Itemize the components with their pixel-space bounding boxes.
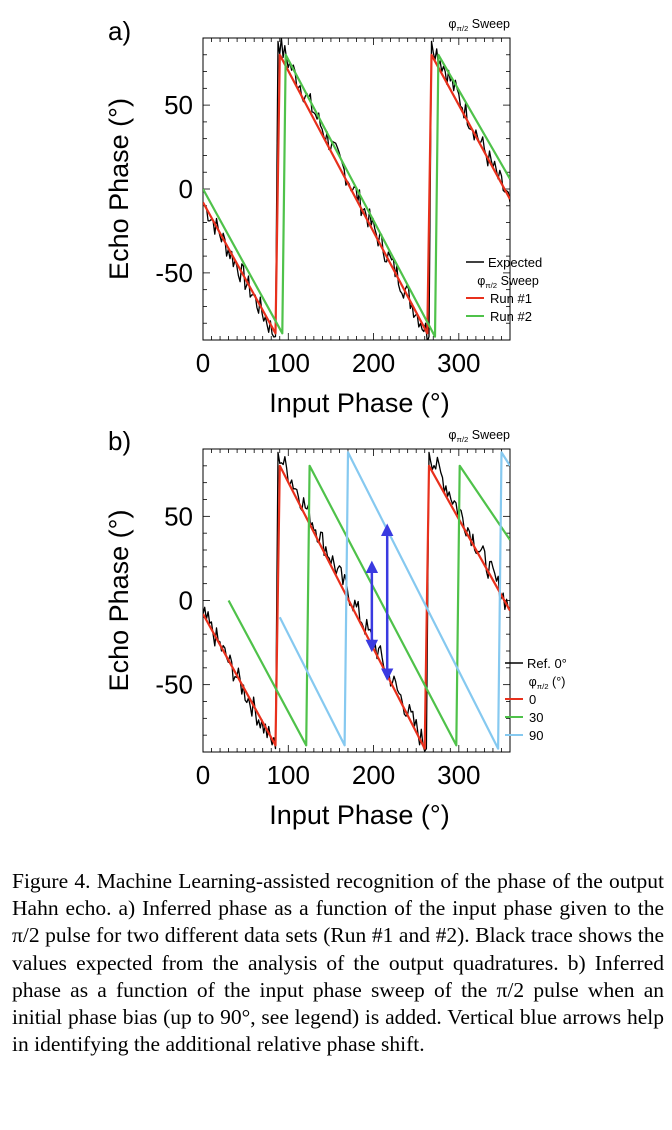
legend-header: φπ/2 Sweep [477,274,539,290]
series-line-ref-0- [203,451,510,752]
series-line-30 [227,464,510,747]
series-line-90 [278,451,510,750]
series-line-run-2 [203,53,510,338]
y-tick-label: 50 [164,90,193,120]
caption-label: Figure 4. [12,869,91,893]
x-tick-label: 100 [267,348,310,378]
x-tick-label: 200 [352,348,395,378]
caption-text: Machine Learning-assisted recognition of… [12,869,665,1057]
series-line-0 [203,464,510,750]
y-axis-label: Echo Phase (°) [104,98,134,280]
plot-frame-2 [202,448,511,753]
x-axis-label: Input Phase (°) [269,388,449,418]
y-tick-label: 0 [179,174,193,204]
y-tick-label: -50 [155,670,193,700]
top-axis-label: φπ/2 Sweep [448,17,510,33]
legend-label: 90 [529,728,543,743]
legend-label: Run #1 [490,291,532,306]
top-axis-label: φπ/2 Sweep [448,428,510,444]
y-tick-label: 0 [179,586,193,616]
panel-label: a) [108,16,131,46]
legend-header: φπ/2 (°) [529,675,566,691]
legend-label-first: Expected [488,255,542,270]
panel-label: b) [108,426,131,456]
x-tick-label: 0 [196,348,210,378]
y-axis-label: Echo Phase (°) [104,510,134,692]
x-tick-label: 0 [196,760,210,790]
series-group-2 [203,451,510,752]
x-tick-label: 100 [267,760,310,790]
x-tick-label: 300 [437,348,480,378]
legend-label: 0 [529,692,536,707]
legend-label: Run #2 [490,309,532,324]
x-tick-label: 300 [437,760,480,790]
figure-caption: Figure 4. Machine Learning-assisted reco… [12,868,664,1058]
axis-ticks-2 [202,448,511,753]
x-tick-label: 200 [352,760,395,790]
series-group-1 [203,38,510,340]
axis-ticks-1 [202,37,511,341]
x-axis-label: Input Phase (°) [269,800,449,830]
legend-label: 30 [529,710,543,725]
y-tick-label: -50 [155,258,193,288]
legend-label-first: Ref. 0° [527,656,567,671]
y-tick-label: 50 [164,501,193,531]
series-line-run-1 [203,53,510,335]
